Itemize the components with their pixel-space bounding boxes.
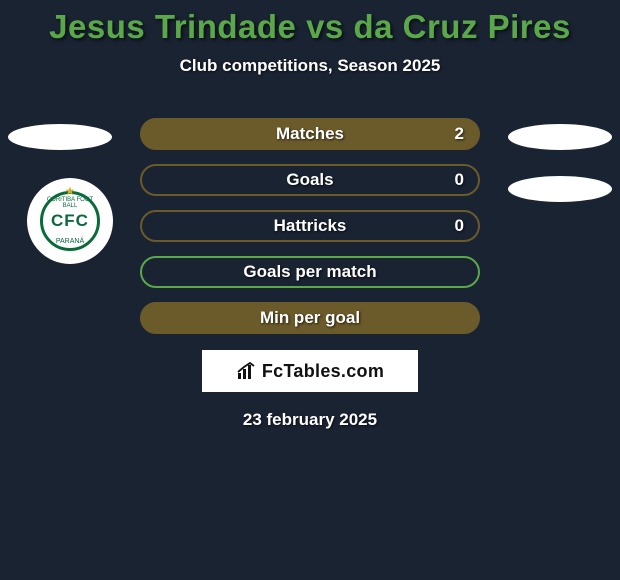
stat-value: 2	[455, 124, 464, 144]
stat-bar: Hattricks 0	[140, 210, 480, 242]
stat-bar: Min per goal	[140, 302, 480, 334]
stat-bar: Goals 0	[140, 164, 480, 196]
stat-label: Matches	[276, 124, 344, 144]
stat-value: 0	[455, 170, 464, 190]
stat-value: 0	[455, 216, 464, 236]
subtitle: Club competitions, Season 2025	[180, 56, 441, 76]
watermark: FcTables.com	[202, 350, 418, 392]
stat-label: Min per goal	[260, 308, 360, 328]
watermark-text: FcTables.com	[262, 361, 384, 382]
stat-label: Goals per match	[243, 262, 376, 282]
chart-icon	[236, 361, 256, 381]
stat-bar: Matches 2	[140, 118, 480, 150]
stat-label: Hattricks	[274, 216, 347, 236]
date-text: 23 february 2025	[0, 410, 620, 430]
page-title: Jesus Trindade vs da Cruz Pires	[49, 8, 571, 46]
stat-label: Goals	[286, 170, 333, 190]
stat-bar: Goals per match	[140, 256, 480, 288]
stats-bars: Matches 2 Goals 0 Hattricks 0 Goals per match M…	[140, 118, 480, 334]
